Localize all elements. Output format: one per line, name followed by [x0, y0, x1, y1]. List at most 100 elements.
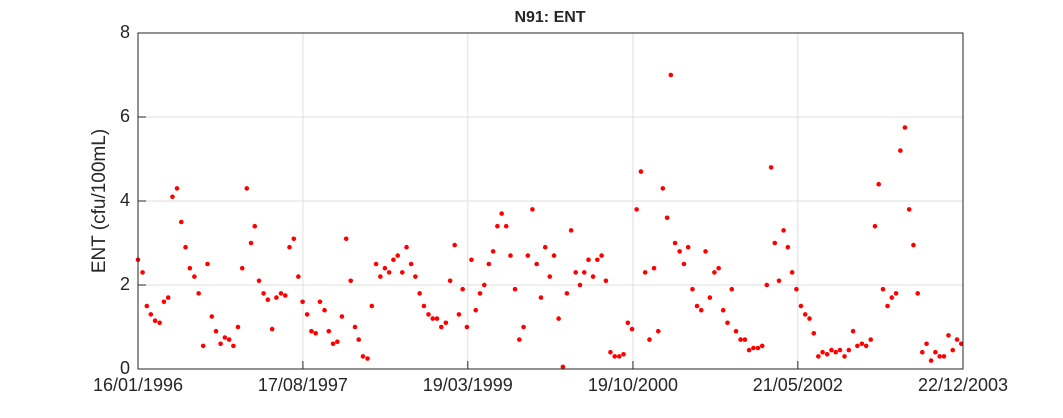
y-tick-label: 0	[120, 358, 130, 378]
point	[872, 223, 878, 229]
point	[209, 314, 215, 319]
point	[725, 320, 730, 326]
point	[820, 349, 825, 355]
point	[694, 303, 700, 309]
point	[785, 244, 791, 250]
point	[642, 270, 648, 275]
point	[265, 297, 271, 303]
point	[404, 244, 409, 250]
point	[551, 253, 557, 258]
point	[703, 249, 708, 254]
point	[651, 265, 657, 271]
point	[352, 324, 358, 330]
point	[590, 274, 596, 279]
point	[144, 303, 150, 309]
point	[842, 354, 847, 359]
x-tick-label: 17/08/1997	[258, 375, 348, 395]
point	[360, 354, 366, 359]
point	[906, 207, 912, 212]
point	[421, 303, 427, 309]
point	[599, 253, 604, 258]
point	[382, 265, 388, 271]
point	[568, 228, 574, 233]
point	[608, 349, 613, 355]
point	[213, 328, 219, 334]
point	[282, 293, 288, 298]
point	[148, 312, 154, 317]
point	[547, 274, 553, 279]
point	[560, 364, 566, 370]
point	[460, 286, 465, 292]
point	[556, 316, 561, 321]
point	[413, 274, 418, 279]
point	[335, 339, 340, 345]
point	[170, 194, 175, 200]
y-tick-label: 2	[120, 274, 130, 294]
point	[252, 223, 258, 229]
point	[309, 328, 314, 334]
x-tick-label: 16/01/1996	[93, 375, 183, 395]
point	[296, 274, 301, 279]
point	[954, 337, 960, 342]
point	[521, 324, 526, 330]
point	[681, 261, 687, 267]
y-tick-label: 6	[120, 106, 130, 126]
point	[408, 261, 414, 267]
point	[846, 347, 852, 353]
point	[373, 261, 379, 267]
point	[772, 240, 778, 246]
point	[495, 223, 500, 229]
point	[768, 165, 774, 170]
point	[664, 215, 670, 221]
point	[911, 242, 916, 248]
y-axis-label: ENT (cfu/100mL)	[89, 129, 110, 273]
point	[291, 236, 297, 242]
point	[356, 337, 362, 342]
point	[647, 337, 652, 342]
point	[426, 312, 431, 317]
point	[625, 320, 631, 326]
point	[902, 125, 908, 130]
point	[595, 257, 600, 263]
point	[807, 316, 812, 321]
point	[269, 326, 275, 332]
point	[781, 228, 786, 233]
point	[490, 249, 496, 254]
point	[192, 274, 197, 279]
point	[958, 341, 964, 347]
point	[161, 299, 167, 305]
point	[581, 270, 587, 275]
point	[789, 270, 795, 275]
point	[244, 186, 250, 191]
point	[764, 282, 770, 288]
point	[534, 261, 539, 267]
point	[950, 347, 956, 353]
point	[205, 261, 210, 267]
point	[481, 282, 487, 288]
point	[304, 312, 310, 317]
point	[434, 316, 440, 321]
point	[816, 354, 821, 359]
point	[313, 331, 319, 336]
point	[222, 335, 228, 340]
point	[677, 249, 682, 254]
point	[876, 181, 882, 187]
point	[447, 278, 453, 284]
point	[629, 326, 635, 332]
point	[218, 341, 223, 347]
point	[256, 278, 262, 284]
point	[231, 343, 236, 349]
point	[919, 349, 925, 355]
point	[140, 270, 145, 275]
point	[889, 295, 895, 300]
point	[378, 274, 383, 279]
point	[707, 295, 713, 300]
point	[928, 358, 934, 363]
point	[660, 186, 666, 191]
point	[261, 291, 266, 296]
point	[798, 303, 804, 309]
point	[456, 312, 462, 317]
point	[621, 352, 626, 357]
point	[612, 354, 618, 359]
y-tick-label: 4	[120, 190, 130, 210]
